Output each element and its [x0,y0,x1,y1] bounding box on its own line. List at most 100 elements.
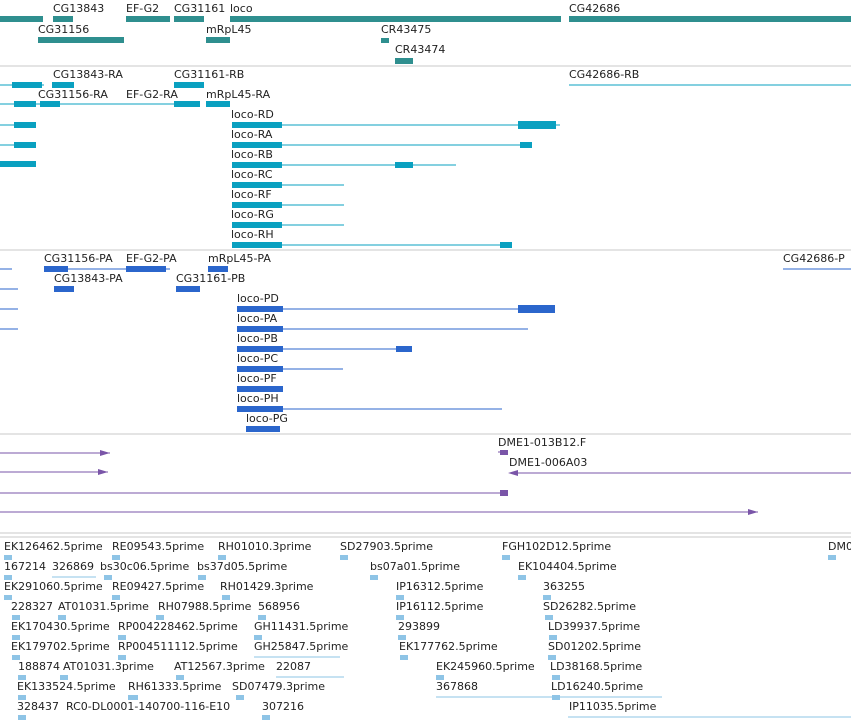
transcript-label[interactable]: loco-RF [231,188,272,201]
protein-exon[interactable] [237,346,283,352]
est-label[interactable]: SD07479.3prime [232,680,325,693]
est-label[interactable]: EK177762.5prime [399,640,498,653]
transcript-exon[interactable] [12,82,42,88]
est-label[interactable]: LD38168.5prime [550,660,643,673]
gene-label[interactable]: CR43475 [381,23,432,36]
transcript-exon[interactable] [232,242,282,248]
protein-label[interactable]: CG31161-PB [176,272,246,285]
est-label[interactable]: EK291060.5prime [4,580,103,593]
est-label[interactable]: IP16312.5prime [396,580,484,593]
est-label[interactable]: GH25847.5prime [254,640,349,653]
protein-label[interactable]: mRpL45-PA [208,252,271,265]
est-label[interactable]: 367868 [436,680,478,693]
est-label[interactable]: RE09543.5prime [112,540,205,553]
est-label[interactable]: 363255 [543,580,585,593]
transcript-exon[interactable] [0,161,36,167]
est-label[interactable]: 293899 [398,620,440,633]
est-label[interactable]: 568956 [258,600,300,613]
protein-label[interactable]: loco-PD [237,292,279,305]
transcript-exon[interactable] [232,142,282,148]
gene-label[interactable]: EF-G2 [126,2,160,15]
transcript-exon[interactable] [500,242,512,248]
protein-exon[interactable] [237,406,283,412]
est-label[interactable]: EK133524.5prime [17,680,116,693]
protein-exon[interactable] [44,266,68,272]
est-label[interactable]: RC0-DL0001-140700-116-E10 [66,700,231,713]
transcript-exon[interactable] [232,162,282,168]
est-label[interactable]: SD27903.5prime [340,540,433,553]
transcript-exon[interactable] [518,121,556,129]
gene-label[interactable]: loco [230,2,253,15]
est-label[interactable]: 188874 [18,660,60,673]
protein-label[interactable]: loco-PF [237,372,277,385]
clone-label[interactable]: DME1-006A03 [509,456,588,469]
transcript-exon[interactable] [14,122,36,128]
clone-end[interactable] [500,490,508,496]
transcript-exon[interactable] [40,101,60,107]
est-label[interactable]: LD39937.5prime [548,620,641,633]
protein-label[interactable]: CG42686-P [783,252,845,265]
protein-exon[interactable] [237,366,283,372]
gene-label[interactable]: CG42686 [569,2,621,15]
protein-label[interactable]: CG31156-PA [44,252,113,265]
gene-bar[interactable] [569,16,851,22]
gene-bar[interactable] [38,37,124,43]
transcript-exon[interactable] [520,142,532,148]
est-label[interactable]: RP004228462.5prime [118,620,238,633]
protein-exon[interactable] [246,426,280,432]
transcript-label[interactable]: loco-RA [231,128,273,141]
transcript-label[interactable]: loco-RC [231,168,273,181]
gene-bar[interactable] [174,16,204,22]
transcript-exon[interactable] [232,182,282,188]
est-label[interactable]: DM0 [828,540,851,553]
protein-label[interactable]: loco-PA [237,312,278,325]
est-label[interactable]: EK126462.5prime [4,540,103,553]
est-label[interactable]: bs07a01.5prime [370,560,460,573]
est-label[interactable]: EK245960.5prime [436,660,535,673]
est-label[interactable]: 22087 [276,660,311,673]
transcript-label[interactable]: CG31156-RA [38,88,108,101]
transcript-exon[interactable] [14,142,36,148]
transcript-label[interactable]: CG31161-RB [174,68,245,81]
protein-exon[interactable] [237,306,283,312]
est-label[interactable]: AT01031.3prime [63,660,154,673]
clone-label[interactable]: DME1-013B12.F [498,436,587,449]
est-label[interactable]: 228327 [11,600,53,613]
est-label[interactable]: LD16240.5prime [551,680,644,693]
est-label[interactable]: 326869 [52,560,94,573]
est-label[interactable]: RH61333.5prime [128,680,222,693]
gene-bar[interactable] [0,16,43,22]
protein-label[interactable]: loco-PG [246,412,288,425]
protein-label[interactable]: loco-PB [237,332,278,345]
transcript-label[interactable]: loco-RB [231,148,273,161]
est-label[interactable]: AT12567.3prime [174,660,265,673]
protein-exon[interactable] [54,286,74,292]
transcript-label[interactable]: loco-RG [231,208,274,221]
protein-exon[interactable] [126,266,166,272]
est-label[interactable]: EK170430.5prime [11,620,110,633]
est-label[interactable]: SD01202.5prime [548,640,641,653]
est-label[interactable]: AT01031.5prime [58,600,149,613]
est-label[interactable]: bs37d05.5prime [197,560,288,573]
protein-exon[interactable] [208,266,228,272]
est-label[interactable]: FGH102D12.5prime [502,540,612,553]
est-label[interactable]: 307216 [262,700,304,713]
protein-exon[interactable] [237,326,283,332]
est-label[interactable]: 328437 [17,700,59,713]
gene-label[interactable]: CG31161 [174,2,226,15]
protein-label[interactable]: loco-PH [237,392,279,405]
clone-end[interactable] [500,450,508,455]
est-label[interactable]: SD26282.5prime [543,600,636,613]
est-label[interactable]: bs30c06.5prime [100,560,190,573]
gene-bar[interactable] [206,37,230,43]
transcript-exon[interactable] [52,82,74,88]
est-label[interactable]: RH01429.3prime [220,580,314,593]
transcript-exon[interactable] [232,122,282,128]
transcript-exon[interactable] [174,101,200,107]
gene-bar[interactable] [381,38,389,43]
protein-label[interactable]: EF-G2-PA [126,252,177,265]
protein-exon[interactable] [176,286,200,292]
protein-label[interactable]: loco-PC [237,352,279,365]
est-label[interactable]: 167214 [4,560,46,573]
est-label[interactable]: EK104404.5prime [518,560,617,573]
